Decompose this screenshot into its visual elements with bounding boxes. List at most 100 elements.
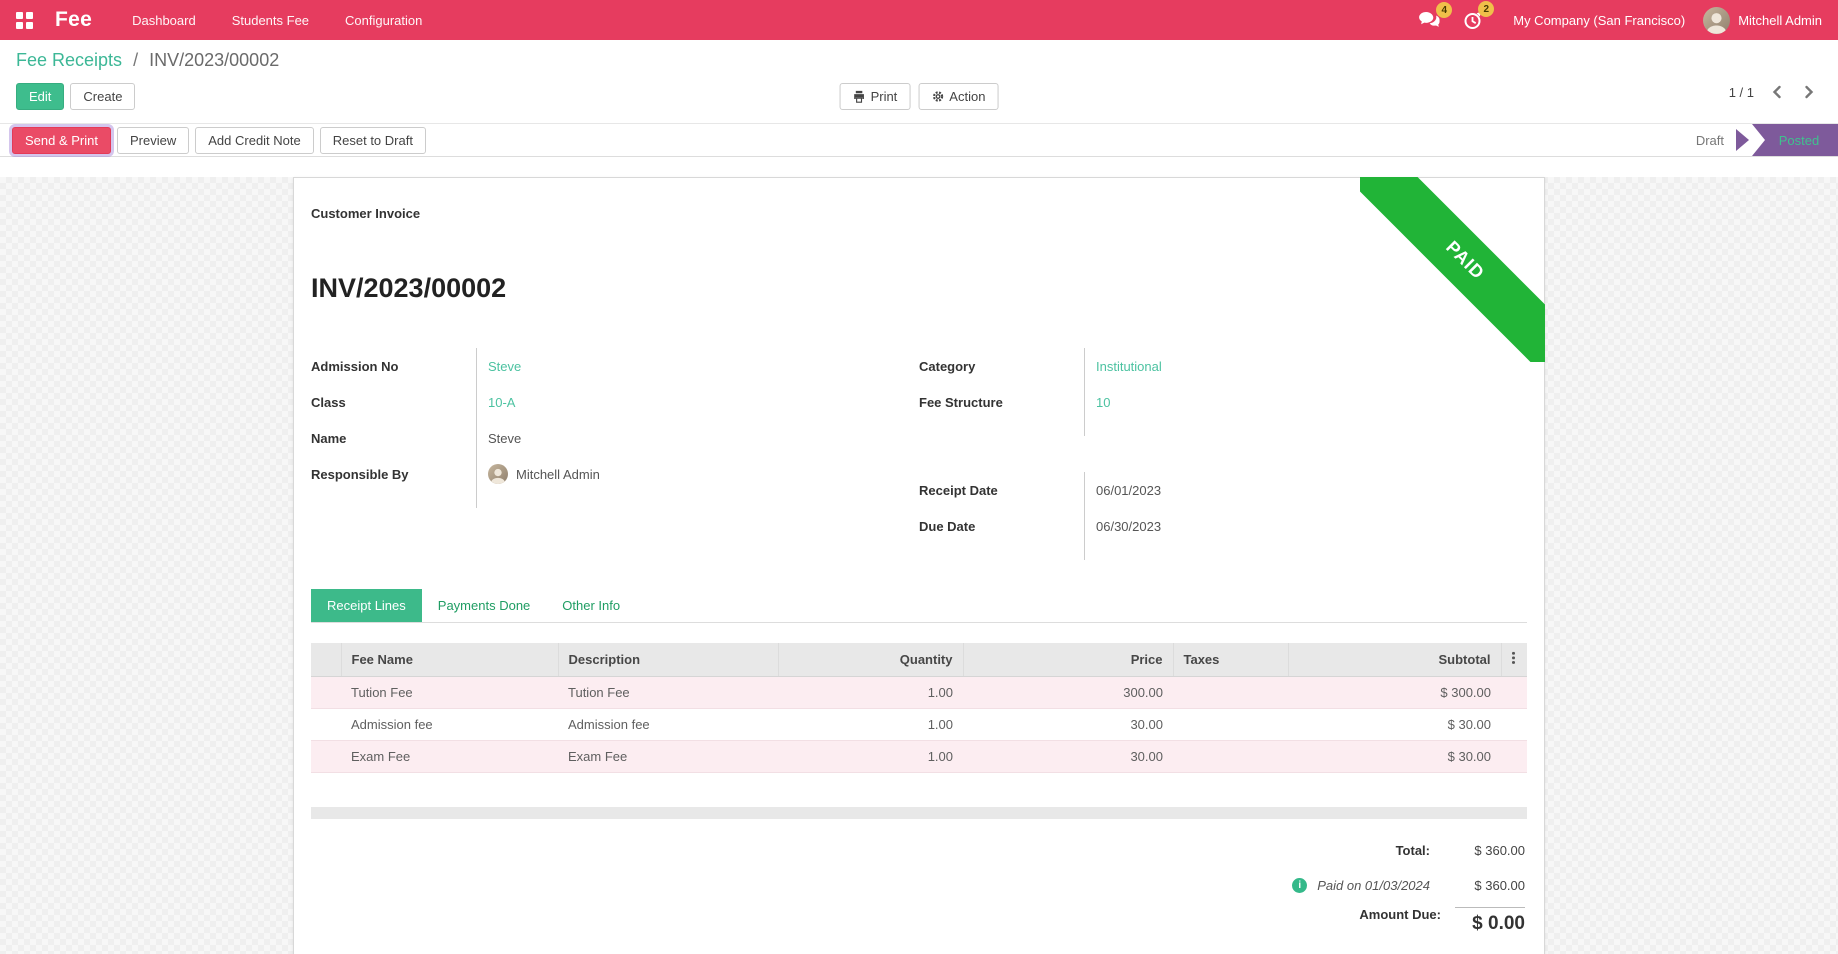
chat-bubbles-icon bbox=[1419, 11, 1440, 27]
responsible-avatar bbox=[488, 464, 508, 484]
breadcrumb: Fee Receipts / INV/2023/00002 bbox=[16, 50, 1822, 71]
stage-arrow-icon bbox=[1736, 129, 1749, 151]
field-value-fee-structure[interactable]: 10 bbox=[1096, 394, 1111, 410]
field-value-admission-no[interactable]: Steve bbox=[488, 358, 522, 374]
cell-quantity: 1.00 bbox=[927, 717, 953, 732]
cell-description: Exam Fee bbox=[568, 749, 628, 764]
paid-ribbon-label: PAID bbox=[1360, 177, 1545, 362]
person-icon bbox=[1706, 12, 1727, 34]
cell-subtotal: $ 30.00 bbox=[1447, 749, 1491, 764]
preview-button[interactable]: Preview bbox=[117, 126, 190, 154]
field-label-admission-no: Admission No bbox=[311, 358, 399, 374]
column-header-quantity[interactable]: Quantity bbox=[778, 643, 964, 677]
nav-item-dashboard[interactable]: Dashboard bbox=[132, 12, 196, 28]
handle-column-header bbox=[311, 643, 342, 677]
total-value: $ 360.00 bbox=[1474, 843, 1525, 858]
cell-description: Tution Fee bbox=[568, 685, 630, 700]
optional-columns-toggle[interactable] bbox=[1501, 643, 1527, 677]
column-header-fee-name[interactable]: Fee Name bbox=[341, 643, 559, 677]
form-background: PAID Customer Invoice INV/2023/00002 Adm… bbox=[0, 177, 1838, 954]
table-row[interactable]: Tution Fee Tution Fee 1.00 300.00 $ 300.… bbox=[311, 676, 1527, 709]
cell-price: 300.00 bbox=[1123, 685, 1163, 700]
fields-left-column: Admission No Steve Class 10-A Name Steve… bbox=[311, 348, 919, 560]
field-label-fee-structure: Fee Structure bbox=[919, 394, 1003, 410]
reset-to-draft-button[interactable]: Reset to Draft bbox=[319, 126, 426, 154]
column-header-price[interactable]: Price bbox=[963, 643, 1174, 677]
totals-section: Total: $ 360.00 i Paid on 01/03/2024 $ 3… bbox=[311, 843, 1527, 935]
breadcrumb-current: INV/2023/00002 bbox=[149, 50, 280, 70]
section-separator bbox=[311, 807, 1527, 819]
field-value-receipt-date: 06/01/2023 bbox=[1096, 482, 1162, 498]
create-button[interactable]: Create bbox=[70, 83, 136, 110]
send-print-button[interactable]: Send & Print bbox=[12, 126, 111, 154]
cell-taxes bbox=[1173, 709, 1288, 741]
field-value-name: Steve bbox=[488, 430, 522, 446]
document-type: Customer Invoice bbox=[311, 206, 421, 221]
activities-badge: 2 bbox=[1478, 1, 1495, 17]
action-button[interactable]: Action bbox=[918, 83, 999, 110]
cell-quantity: 1.00 bbox=[927, 685, 953, 700]
messages-icon[interactable]: 4 bbox=[1418, 2, 1453, 29]
field-label-responsible-by: Responsible By bbox=[311, 466, 409, 482]
cell-quantity: 1.00 bbox=[927, 749, 953, 764]
cell-price: 30.00 bbox=[1130, 717, 1163, 732]
cell-fee-name: Exam Fee bbox=[351, 749, 411, 764]
edit-button[interactable]: Edit bbox=[16, 83, 65, 110]
activities-icon[interactable]: 2 bbox=[1463, 1, 1495, 30]
cell-fee-name: Tution Fee bbox=[351, 685, 413, 700]
field-value-category[interactable]: Institutional bbox=[1096, 358, 1162, 374]
nav-item-students-fee[interactable]: Students Fee bbox=[231, 12, 310, 28]
paid-on-label: Paid on 01/03/2024 bbox=[1317, 878, 1430, 893]
column-header-taxes[interactable]: Taxes bbox=[1173, 643, 1289, 677]
cell-subtotal: $ 30.00 bbox=[1447, 717, 1491, 732]
pager-previous-button[interactable] bbox=[1768, 83, 1786, 101]
statusbar: Send & Print Preview Add Credit Note Res… bbox=[0, 123, 1838, 157]
print-button[interactable]: Print bbox=[839, 83, 911, 110]
user-menu[interactable]: Mitchell Admin bbox=[1738, 12, 1822, 28]
apps-menu-icon[interactable] bbox=[16, 11, 33, 29]
fields-right-column: Category Institutional Fee Structure 10 … bbox=[919, 348, 1527, 560]
tab-other-info[interactable]: Other Info bbox=[562, 598, 621, 613]
user-avatar[interactable] bbox=[1703, 6, 1731, 34]
total-label: Total: bbox=[1395, 843, 1430, 858]
breadcrumb-parent[interactable]: Fee Receipts bbox=[16, 50, 123, 70]
chevron-right-icon bbox=[1805, 85, 1814, 99]
control-panel: Fee Receipts / INV/2023/00002 Edit Creat… bbox=[0, 40, 1838, 123]
chevron-left-icon bbox=[1772, 85, 1781, 99]
cell-description: Admission fee bbox=[568, 717, 650, 732]
cell-subtotal: $ 300.00 bbox=[1440, 685, 1491, 700]
field-separator-extension bbox=[1084, 420, 1527, 436]
amount-due-label: Amount Due: bbox=[1359, 907, 1441, 922]
paid-value: $ 360.00 bbox=[1474, 878, 1525, 893]
stage-draft[interactable]: Draft bbox=[1695, 132, 1724, 148]
pager-next-button[interactable] bbox=[1800, 83, 1818, 101]
field-value-class[interactable]: 10-A bbox=[488, 394, 516, 410]
field-separator-extension bbox=[476, 492, 919, 508]
table-row[interactable]: Admission fee Admission fee 1.00 30.00 $… bbox=[311, 709, 1527, 741]
cell-price: 30.00 bbox=[1130, 749, 1163, 764]
top-navbar: Fee Dashboard Students Fee Configuration… bbox=[0, 0, 1838, 40]
cell-taxes bbox=[1173, 741, 1288, 773]
tab-receipt-lines[interactable]: Receipt Lines bbox=[311, 589, 422, 622]
info-icon[interactable]: i bbox=[1292, 878, 1308, 893]
field-label-category: Category bbox=[919, 358, 976, 374]
company-switcher[interactable]: My Company (San Francisco) bbox=[1513, 12, 1686, 28]
nav-item-configuration[interactable]: Configuration bbox=[345, 12, 423, 28]
receipt-lines-table: Fee Name Description Quantity Price Taxe… bbox=[311, 643, 1527, 773]
field-label-receipt-date: Receipt Date bbox=[919, 482, 998, 498]
notebook-tabs: Receipt Lines Payments Done Other Info bbox=[311, 589, 1527, 623]
column-header-description[interactable]: Description bbox=[558, 643, 779, 677]
table-row[interactable]: Exam Fee Exam Fee 1.00 30.00 $ 30.00 bbox=[311, 740, 1527, 773]
column-header-subtotal[interactable]: Subtotal bbox=[1288, 643, 1502, 677]
app-brand[interactable]: Fee bbox=[55, 8, 93, 31]
stage-posted[interactable]: Posted bbox=[1752, 124, 1838, 156]
add-credit-note-button[interactable]: Add Credit Note bbox=[195, 126, 314, 154]
action-label: Action bbox=[949, 89, 986, 104]
cell-fee-name: Admission fee bbox=[351, 717, 433, 732]
print-label: Print bbox=[870, 89, 898, 104]
field-label-due-date: Due Date bbox=[919, 518, 976, 534]
breadcrumb-separator: / bbox=[133, 50, 139, 70]
tab-payments-done[interactable]: Payments Done bbox=[437, 598, 531, 613]
invoice-sheet: PAID Customer Invoice INV/2023/00002 Adm… bbox=[293, 177, 1545, 954]
amount-due-value: $ 0.00 bbox=[1455, 907, 1525, 935]
